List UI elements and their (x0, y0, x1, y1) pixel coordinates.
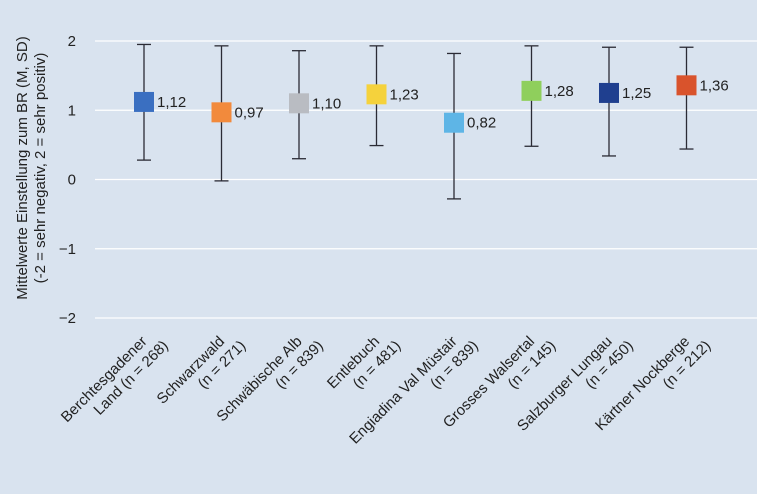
mean-marker (289, 93, 309, 114)
y-tick-label: 2 (68, 33, 76, 50)
mean-marker (521, 80, 542, 101)
mean-marker (444, 112, 464, 133)
mean-marker (366, 84, 387, 105)
y-axis-title-line: Mittelwerte Einstellung zum BR (M, SD) (14, 36, 31, 299)
data-label: 1,12 (157, 94, 186, 111)
y-tick-label: 1 (68, 102, 76, 119)
y-axis-title: Mittelwerte Einstellung zum BR (M, SD) (-… (14, 36, 49, 299)
mean-marker (599, 82, 619, 103)
data-label: 1,10 (312, 95, 341, 112)
category-label: Schwäbische Alb(n = 839) (213, 333, 326, 425)
data-label: 1,25 (622, 85, 651, 102)
data-label: 1,28 (545, 83, 574, 100)
data-label: 1,23 (390, 86, 419, 103)
mean-marker (211, 102, 232, 123)
y-axis-title-line: (-2 = sehr negativ, 2 = sehr positiv) (32, 53, 49, 284)
data-label: 0,97 (235, 104, 264, 121)
y-tick-label: 0 (68, 172, 76, 189)
y-tick-label: −2 (59, 310, 76, 327)
y-tick-label: −1 (59, 241, 76, 258)
mean-marker (676, 75, 697, 96)
data-label: 0,82 (467, 115, 496, 132)
mean-marker (134, 91, 154, 112)
data-label: 1,36 (700, 77, 729, 94)
